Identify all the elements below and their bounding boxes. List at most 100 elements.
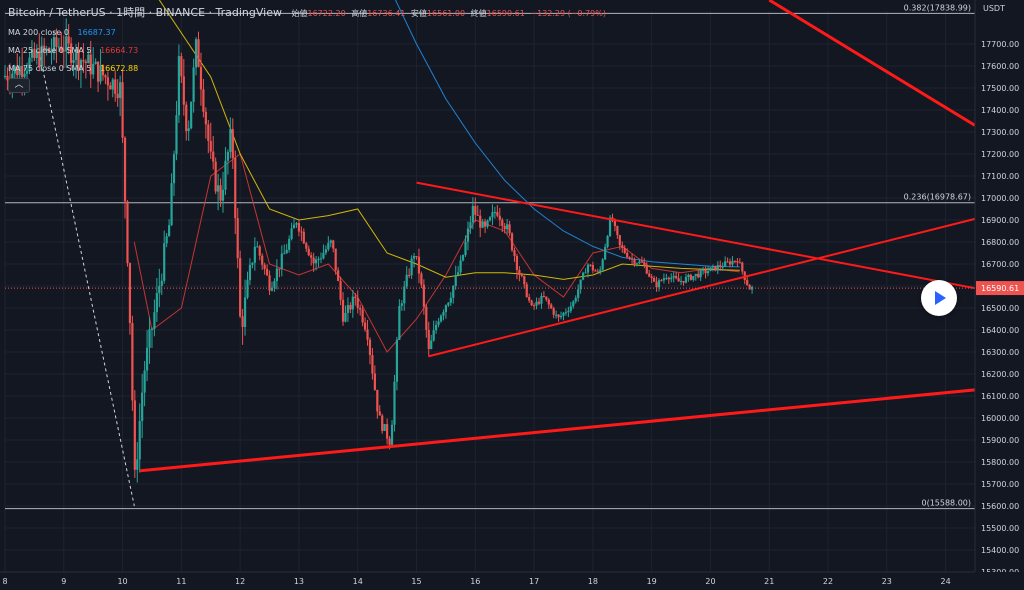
candle-body <box>393 381 396 425</box>
candle-body <box>278 268 281 270</box>
candle-body <box>21 65 24 77</box>
candle-body <box>219 185 222 201</box>
candle-body <box>628 257 631 259</box>
candle-body <box>23 73 26 77</box>
candle-body <box>270 287 274 291</box>
candle-body <box>226 151 230 161</box>
candle-body <box>386 424 389 439</box>
candle-body <box>148 329 151 348</box>
candle-body <box>241 316 244 327</box>
chevron-up-icon: ︿ <box>14 80 24 90</box>
candle-body <box>131 323 134 401</box>
candle-body <box>552 308 555 315</box>
currency-label: USDT <box>983 4 1005 13</box>
candle-body <box>692 276 695 280</box>
candle-body <box>557 314 560 318</box>
grid-layer <box>4 11 975 573</box>
candle-body <box>584 272 587 274</box>
candle-body <box>45 48 48 52</box>
candle-body <box>675 275 678 279</box>
candle-body <box>410 258 413 276</box>
candle-body <box>214 161 217 192</box>
candle-body <box>33 48 36 58</box>
candle-body <box>292 224 296 229</box>
indicator-ma75[interactable]: MA 75 close 0 SMA 5 16672.88 <box>8 64 138 73</box>
price-tick-label: 16900.00 <box>981 216 1019 225</box>
candle-body <box>714 265 717 271</box>
candle-body <box>207 124 210 141</box>
candle-body <box>312 257 315 264</box>
price-tick-label: 15700.00 <box>981 480 1019 489</box>
candle-body <box>138 420 141 460</box>
candle-body <box>258 246 261 256</box>
fib-level-label: 0.236(16978.67) <box>904 193 971 202</box>
candle-body <box>332 240 335 249</box>
candle-body <box>57 46 60 48</box>
candle-body <box>427 329 430 349</box>
time-tick-label: 16 <box>470 577 480 586</box>
candle-body <box>13 66 16 74</box>
candle-body <box>229 129 232 152</box>
trendlines-layer <box>5 0 976 473</box>
candle-body <box>653 278 656 282</box>
candle-body <box>361 309 364 323</box>
candle-body <box>341 299 345 322</box>
candle-body <box>351 296 354 310</box>
candle-body <box>236 218 239 259</box>
candle-body <box>741 262 744 272</box>
collapse-legend-button[interactable]: ︿ <box>8 78 30 93</box>
candle-body <box>376 389 379 412</box>
indicator-ma200[interactable]: MA 200 close 0 16687.37 <box>8 28 116 37</box>
candle-body <box>537 301 541 304</box>
candle-body <box>613 220 617 227</box>
candle-body <box>3 75 7 77</box>
time-tick-label: 20 <box>705 577 715 586</box>
candle-body <box>79 60 83 69</box>
candle-body <box>217 185 220 192</box>
candle-body <box>119 82 122 99</box>
candle-body <box>447 302 450 306</box>
candle-body <box>608 217 612 237</box>
candle-body <box>677 278 680 282</box>
fib-level-label: 0.382(17838.99) <box>904 3 971 12</box>
candle-body <box>461 255 465 261</box>
candle-body <box>363 322 367 330</box>
candle-body <box>153 312 156 329</box>
candle-body <box>38 51 41 67</box>
candle-body <box>305 243 308 249</box>
candle-body <box>199 66 203 90</box>
candle-body <box>474 205 477 215</box>
play-button[interactable] <box>921 280 957 316</box>
trendline <box>768 0 976 127</box>
symbol-title[interactable]: Bitcoin / TetherUS · 1時間 · BINANCE · Tra… <box>8 6 282 19</box>
candle-body <box>616 226 619 236</box>
candle-body <box>457 272 460 276</box>
candle-body <box>420 273 423 285</box>
candle-body <box>564 312 568 314</box>
candle-body <box>187 128 190 132</box>
candle-body <box>748 285 751 290</box>
trendline <box>416 181 976 290</box>
indicator-ma25[interactable]: MA 25 close 0 SMA 5 16664.73 <box>8 46 138 55</box>
candle-body <box>430 340 433 349</box>
ma-line <box>394 0 740 268</box>
candle-body <box>481 221 484 228</box>
candle-body <box>96 61 100 82</box>
candle-body <box>231 129 234 158</box>
candle-body <box>442 312 445 316</box>
candle-body <box>265 269 269 276</box>
candle-body <box>297 223 301 232</box>
candle-body <box>471 205 474 223</box>
candle-body <box>194 39 198 68</box>
high-value: 16736.41 <box>367 9 406 18</box>
candle-body <box>459 260 462 273</box>
price-tick-label: 17100.00 <box>981 172 1019 181</box>
candle-body <box>70 43 73 63</box>
price-tick-label: 17300.00 <box>981 128 1019 137</box>
candle-body <box>542 295 545 297</box>
price-tick-label: 16100.00 <box>981 392 1019 401</box>
candles-layer <box>3 18 754 483</box>
candle-body <box>444 305 448 313</box>
candle-body <box>60 46 63 51</box>
